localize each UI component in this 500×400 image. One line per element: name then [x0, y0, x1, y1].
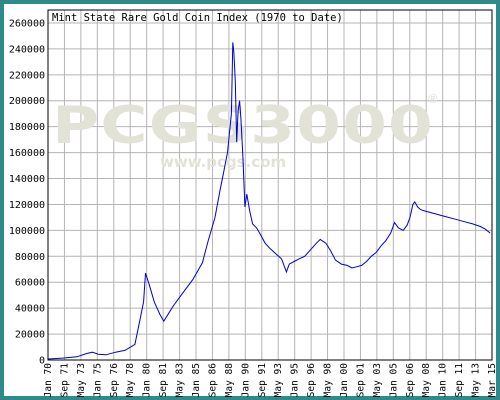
x-tick-label: Sep 81 — [158, 363, 169, 398]
y-tick-label: 80000 — [15, 252, 45, 263]
x-tick-label: May 78 — [125, 363, 136, 398]
x-tick-label: Sep 01 — [355, 363, 366, 398]
x-tick-label: May 73 — [76, 363, 87, 397]
x-tick-label: May 98 — [323, 363, 334, 398]
plot-border — [47, 9, 493, 361]
x-tick-label: May 03 — [372, 363, 383, 397]
x-tick-label: Jan 10 — [438, 363, 449, 398]
x-tick-label: Jan 70 — [43, 363, 54, 398]
x-tick-label: May 93 — [273, 363, 284, 397]
x-tick-label: Sep 96 — [306, 363, 317, 398]
y-tick-label: 100000 — [9, 226, 45, 237]
x-tick-label: Sep 11 — [454, 363, 465, 398]
y-tick-label: 260000 — [9, 18, 45, 29]
x-tick-label: May 08 — [421, 363, 432, 398]
y-tick-label: 60000 — [15, 278, 45, 289]
y-axis-ticks: 0 20000 40000 60000 80000 100000 120000 140000 1… — [9, 18, 45, 366]
y-tick-label: 40000 — [15, 304, 45, 315]
y-tick-label: 240000 — [9, 44, 45, 55]
y-tick-label: 200000 — [9, 96, 45, 107]
x-tick-label: May 88 — [224, 363, 235, 398]
x-tick-label: Sep 91 — [257, 363, 268, 398]
x-tick-label: May 13 — [471, 363, 482, 397]
x-tick-label: Jan 90 — [240, 363, 251, 398]
x-tick-label: Jan 00 — [339, 363, 350, 398]
x-tick-label: May 83 — [175, 363, 186, 397]
x-tick-label: Jan 75 — [92, 363, 103, 397]
watermark-registered: ® — [427, 92, 439, 106]
x-tick-label: Sep 86 — [207, 363, 218, 398]
x-tick-label: Sep 06 — [405, 363, 416, 398]
x-tick-label: Jan 95 — [290, 363, 301, 397]
x-tick-label: Jan 05 — [388, 363, 399, 397]
x-axis-ticks: Jan 70 Sep 71 May 73 Jan 75 Sep 76 May 78 Jan … — [43, 363, 498, 398]
x-tick-label: Sep 71 — [59, 363, 70, 398]
y-tick-label: 20000 — [15, 330, 45, 341]
y-tick-label: 0 — [39, 356, 45, 367]
x-tick-label: Jan 80 — [142, 363, 153, 398]
x-tick-label: Jan 85 — [191, 363, 202, 397]
plot-area — [48, 10, 492, 360]
x-tick-label: Sep 76 — [109, 363, 120, 398]
y-tick-label: 220000 — [9, 70, 45, 81]
watermark-main: PCGS3000 — [52, 96, 434, 156]
watermark-url: www.pcgs.com — [160, 153, 286, 171]
chart-title: Mint State Rare Gold Coin Index (1970 to… — [52, 12, 343, 24]
x-tick-label: Mar 15 — [487, 363, 498, 397]
y-tick-label: 120000 — [9, 200, 45, 211]
y-tick-label: 180000 — [9, 122, 45, 133]
series-line — [47, 42, 491, 360]
y-tick-label: 160000 — [9, 148, 45, 159]
y-tick-label: 140000 — [9, 174, 45, 185]
